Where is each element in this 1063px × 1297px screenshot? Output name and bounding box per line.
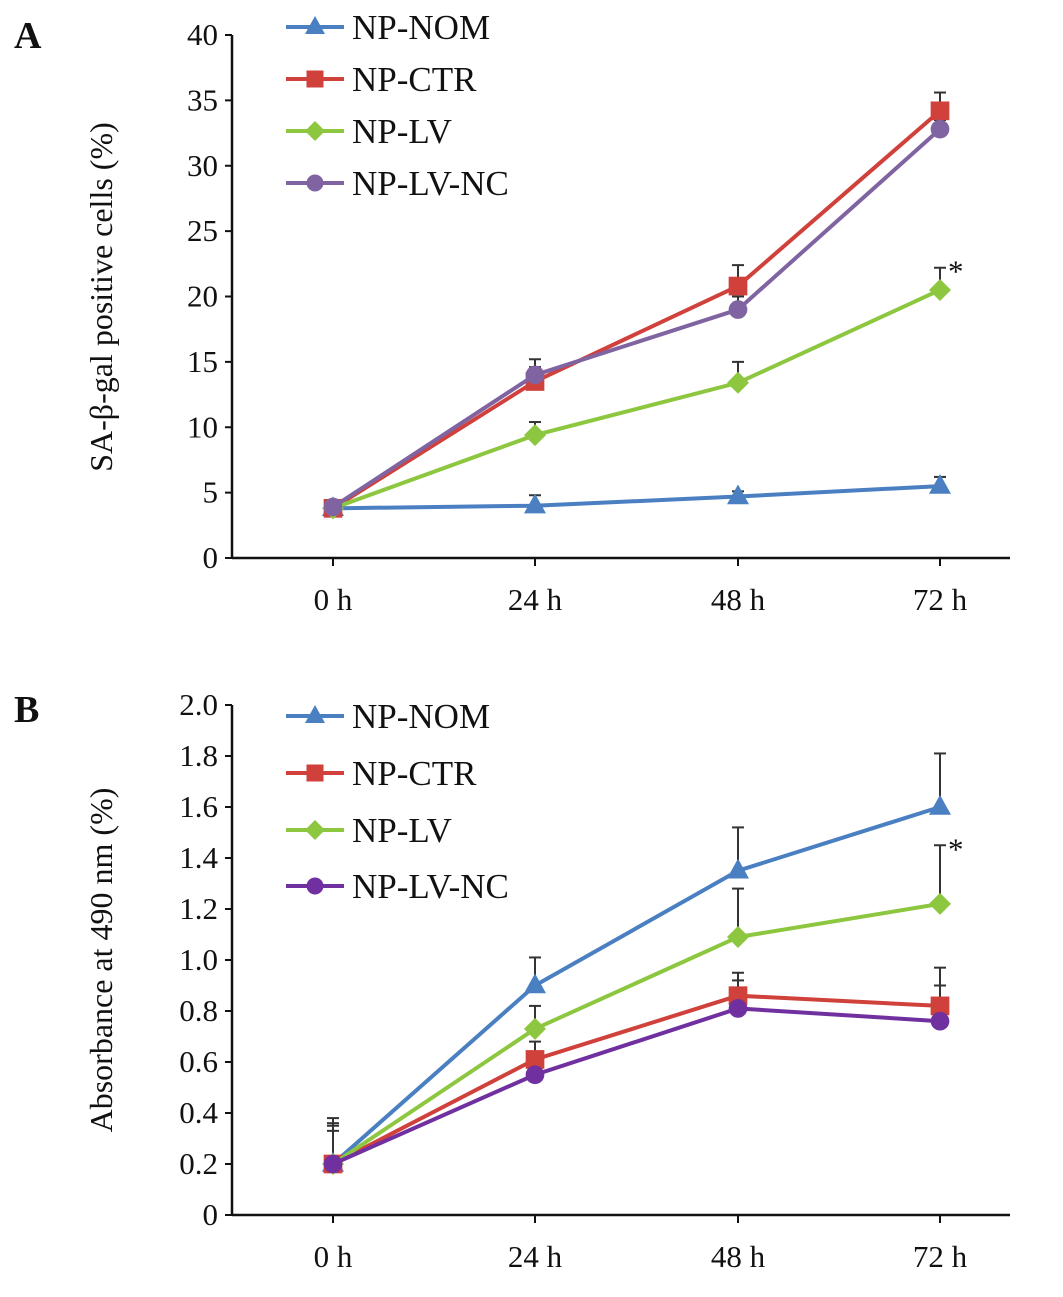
legend-marker	[306, 877, 324, 895]
series-line-np-nom	[332, 484, 941, 511]
data-point-np-nom	[929, 473, 951, 494]
series-line-np-ctr	[332, 993, 941, 1166]
data-point-np-ctr	[728, 276, 748, 296]
y-tick-label: 0.8	[179, 993, 218, 1028]
legend-label: NP-NOM	[352, 697, 490, 736]
y-tick-label: 0	[203, 540, 219, 575]
data-point-np-ctr	[525, 1050, 545, 1069]
legend-marker	[306, 764, 324, 782]
y-tick-label: 15	[187, 344, 218, 379]
data-point-np-ctr	[930, 996, 950, 1016]
data-point-np-ctr	[930, 101, 950, 121]
y-tick-label: 1.6	[179, 789, 218, 824]
y-tick-label: 5	[203, 475, 219, 510]
data-point-np-nom	[727, 858, 749, 879]
y-tick-label: 0.2	[179, 1146, 218, 1181]
legend-label: NP-CTR	[352, 754, 477, 793]
y-tick-label: 2.0	[179, 687, 218, 722]
x-tick-label: 24 h	[508, 1239, 563, 1274]
legend-marker	[305, 16, 325, 34]
y-tick-label: 0.4	[179, 1095, 218, 1130]
y-axis-title-b: Absorbance at 490 nm (%)	[83, 788, 119, 1133]
y-tick-label: 0.6	[179, 1044, 218, 1079]
y-tick-label: 1.0	[179, 942, 218, 977]
data-point-np-lv	[929, 892, 951, 915]
x-tick-label: 48 h	[711, 1239, 766, 1274]
series-line-np-lv	[332, 288, 941, 511]
data-point-np-lv-nc	[728, 300, 748, 319]
series-line-np-lv-nc	[332, 1006, 941, 1166]
data-point-np-lv-nc	[525, 1065, 545, 1085]
series-line-np-nom	[331, 805, 941, 1166]
legend-marker	[306, 70, 324, 88]
y-tick-label: 1.8	[179, 738, 218, 773]
panel-a: A SA-β-gal positive cells (%) 0 5 10 15 20 25…	[14, 8, 1010, 617]
legend-marker	[305, 121, 325, 141]
legend-label: NP-NOM	[352, 8, 490, 47]
x-tick-label: 24 h	[508, 582, 563, 617]
data-point-np-nom	[727, 484, 749, 505]
y-tick-label: 10	[187, 409, 218, 444]
y-axis-title-a: SA-β-gal positive cells (%)	[83, 122, 119, 472]
data-point-np-nom	[929, 794, 951, 815]
y-tick-label: 20	[187, 279, 218, 314]
y-tick-label: 40	[187, 17, 218, 52]
data-point-np-lv-nc	[525, 365, 545, 385]
legend-marker	[306, 174, 324, 192]
legend-label: NP-CTR	[352, 60, 477, 99]
y-tick-label: 0	[203, 1197, 219, 1232]
legend-marker	[305, 820, 325, 840]
x-tick-label: 72 h	[913, 1239, 968, 1274]
series-line-np-lv-nc	[331, 127, 942, 509]
panel-label-a: A	[14, 15, 42, 57]
y-tick-label: 25	[187, 213, 218, 248]
data-point-np-lv	[727, 926, 749, 949]
legend-marker	[305, 705, 325, 723]
x-tick-label: 0 h	[314, 1239, 353, 1274]
y-tick-label: 35	[187, 82, 218, 117]
data-point-np-lv-nc	[323, 497, 343, 517]
significance-marker: *	[948, 831, 964, 866]
series-line-np-lv	[331, 901, 941, 1166]
data-point-np-lv	[524, 424, 546, 447]
legend-label: NP-LV	[352, 112, 452, 151]
data-point-np-lv-nc	[930, 119, 950, 139]
y-tick-label: 30	[187, 148, 218, 183]
y-tick-label: 1.2	[179, 891, 218, 926]
legend-label: NP-LV	[352, 811, 452, 850]
data-point-np-lv-nc	[930, 1011, 950, 1031]
data-point-np-lv	[524, 1017, 546, 1040]
data-point-np-lv-nc	[728, 999, 748, 1018]
x-tick-label: 48 h	[711, 582, 766, 617]
series-line-np-ctr	[331, 109, 942, 511]
panel-b: B Absorbance at 490 nm (%) 0 0.2 0.4 0.6 0.8…	[14, 687, 1010, 1274]
data-point-np-nom	[524, 493, 546, 514]
data-point-np-lv	[727, 371, 749, 394]
data-point-np-lv	[929, 278, 951, 301]
x-tick-label: 72 h	[913, 582, 968, 617]
data-point-np-nom	[524, 973, 546, 994]
panel-label-b: B	[14, 689, 39, 731]
x-tick-label: 0 h	[314, 582, 353, 617]
data-point-np-lv-nc	[323, 1154, 343, 1174]
significance-marker: *	[948, 254, 964, 289]
legend-label: NP-LV-NC	[352, 867, 509, 906]
y-tick-label: 1.4	[179, 840, 218, 875]
legend-label: NP-LV-NC	[352, 164, 509, 203]
